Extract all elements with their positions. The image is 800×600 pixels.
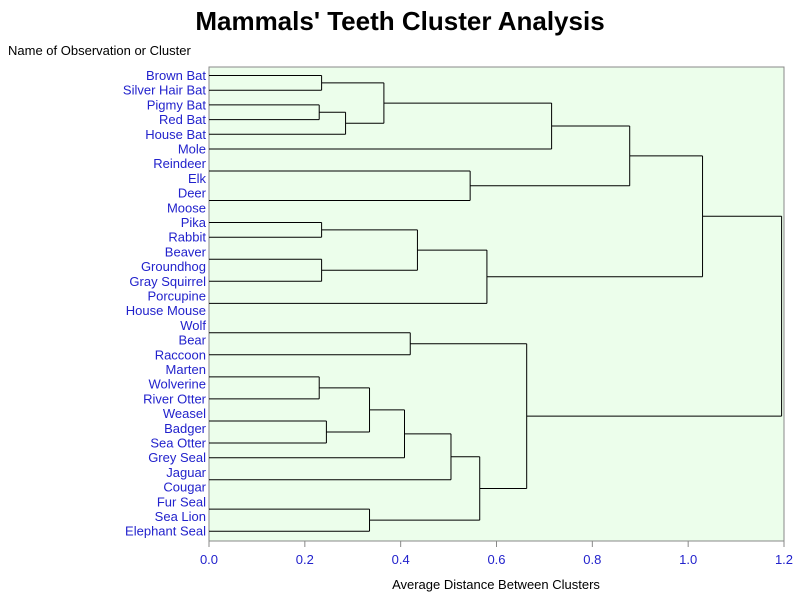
x-tick-label: 0.0 — [200, 552, 218, 567]
leaf-label: Fur Seal — [157, 494, 206, 509]
leaf-label: Elk — [188, 171, 207, 186]
x-tick-label: 0.2 — [296, 552, 314, 567]
leaf-label: House Bat — [145, 127, 206, 142]
x-tick-label: 0.4 — [392, 552, 410, 567]
leaf-label: Sea Lion — [155, 509, 206, 524]
leaf-label: Beaver — [165, 244, 207, 259]
leaf-label: Moose — [167, 200, 206, 215]
chart-title: Mammals' Teeth Cluster Analysis — [195, 6, 605, 36]
leaf-label: Wolf — [180, 318, 206, 333]
leaf-label: Porcupine — [147, 289, 206, 304]
leaf-label: House Mouse — [126, 303, 206, 318]
x-axis: 0.0 0.2 0.4 0.6 0.8 1.0 1.2 — [200, 540, 793, 567]
plot-area — [208, 66, 785, 542]
leaf-label: River Otter — [143, 391, 207, 406]
leaf-label: Marten — [166, 362, 206, 377]
leaf-label: Gray Squirrel — [129, 274, 206, 289]
leaf-label: Red Bat — [159, 112, 206, 127]
leaf-label: Silver Hair Bat — [123, 83, 206, 98]
leaf-label: Deer — [178, 186, 207, 201]
tree-lines — [209, 75, 783, 532]
leaf-label: Jaguar — [166, 465, 206, 480]
leaf-label: Badger — [164, 421, 207, 436]
leaf-label: Pika — [181, 215, 207, 230]
x-tick-label: 0.8 — [583, 552, 601, 567]
leaf-label: Rabbit — [168, 230, 206, 245]
x-axis-label: Average Distance Between Clusters — [392, 577, 600, 592]
leaf-label: Bear — [179, 333, 207, 348]
leaf-label: Sea Otter — [150, 436, 206, 451]
x-tick-label: 0.6 — [487, 552, 505, 567]
y-axis-label: Name of Observation or Cluster — [8, 43, 191, 58]
x-tick-label: 1.0 — [679, 552, 697, 567]
leaf-label: Brown Bat — [146, 68, 206, 83]
leaf-label: Wolverine — [148, 377, 206, 392]
leaf-label: Elephant Seal — [125, 524, 206, 539]
x-tick-label: 1.2 — [775, 552, 793, 567]
leaf-label: Mole — [178, 142, 206, 157]
leaf-label: Reindeer — [153, 156, 206, 171]
leaf-label: Grey Seal — [148, 450, 206, 465]
leaf-label: Raccoon — [155, 347, 206, 362]
leaf-label: Weasel — [163, 406, 206, 421]
leaf-label: Groundhog — [141, 259, 206, 274]
leaf-label: Pigmy Bat — [147, 97, 207, 112]
leaf-label: Cougar — [163, 480, 206, 495]
